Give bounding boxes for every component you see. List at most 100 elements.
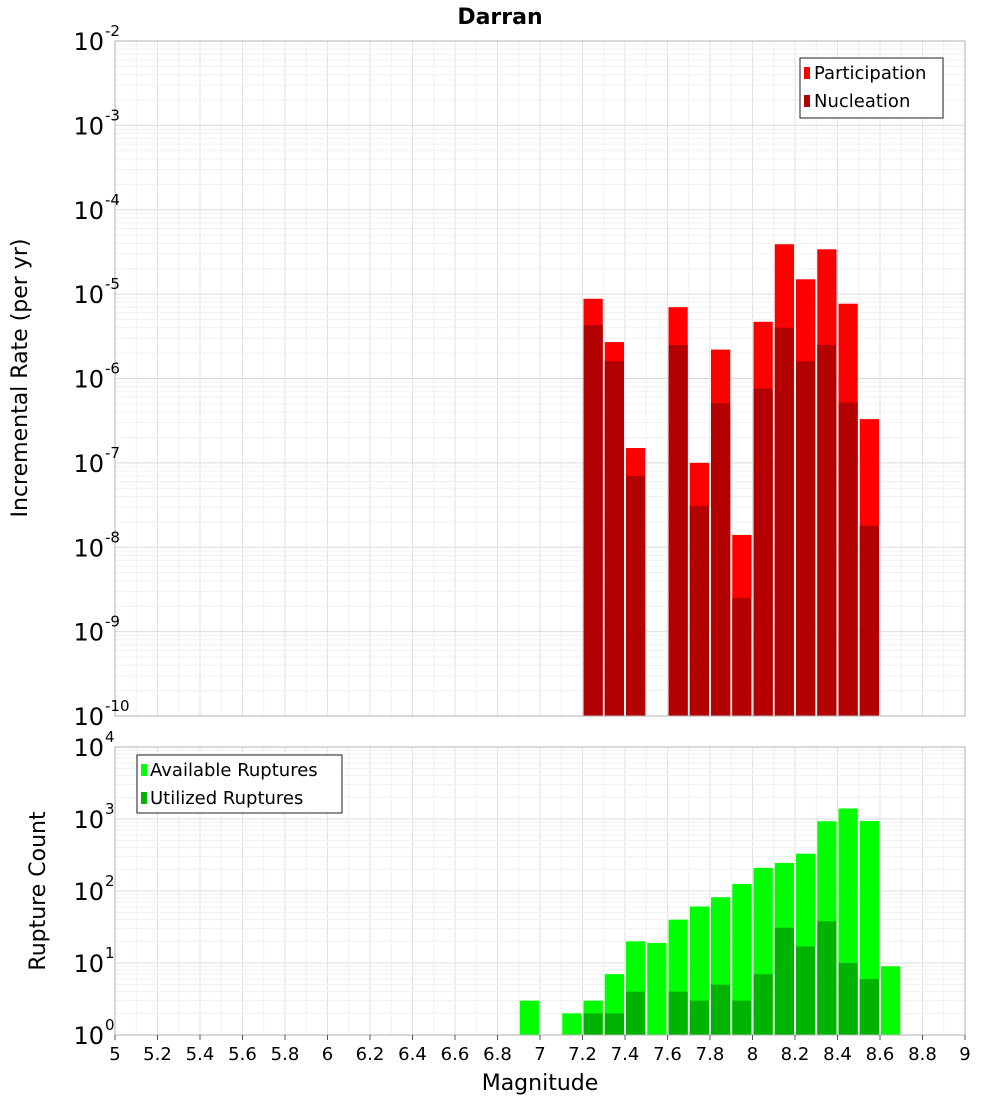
bar-utilized-ruptures: [753, 974, 773, 1035]
x-tick-label: 8.6: [866, 1044, 895, 1065]
x-tick-label: 5.8: [271, 1044, 300, 1065]
bar-utilized-ruptures: [732, 1000, 752, 1035]
bottom-legend-box: [136, 754, 343, 814]
bar-nucleation: [689, 505, 709, 716]
bar-utilized-ruptures: [583, 1013, 603, 1035]
bar-nucleation: [583, 325, 603, 716]
x-tick-label: 5.6: [228, 1044, 257, 1065]
bar-utilized-ruptures: [626, 991, 646, 1035]
bar-utilized-ruptures: [859, 978, 879, 1035]
bar-utilized-ruptures: [689, 1000, 709, 1035]
x-tick-label: 5.4: [186, 1044, 215, 1065]
y-tick-label: 10: [73, 197, 104, 225]
legend-label-available-ruptures: Available Ruptures: [150, 760, 318, 781]
x-tick-label: 9: [959, 1044, 970, 1065]
y-tick-label: 10: [73, 534, 104, 562]
legend-swatch-available-ruptures: [141, 764, 147, 776]
bar-available-ruptures: [732, 884, 752, 1035]
bar-nucleation: [668, 344, 688, 716]
y-tick-exponent: -3: [105, 106, 120, 124]
y-tick-exponent: -4: [105, 191, 120, 209]
y-tick-exponent: 2: [105, 872, 115, 890]
bar-utilized-ruptures: [604, 1013, 624, 1035]
bar-utilized-ruptures: [774, 927, 794, 1035]
bar-utilized-ruptures: [817, 921, 837, 1035]
x-tick-label: 8.2: [781, 1044, 810, 1065]
bar-nucleation: [859, 525, 879, 716]
y-tick-label: 10: [73, 878, 104, 906]
bar-utilized-ruptures: [796, 946, 816, 1035]
bar-utilized-ruptures: [838, 963, 858, 1035]
bar-utilized-ruptures: [711, 984, 731, 1035]
bar-available-ruptures: [647, 942, 667, 1035]
top-legend: Participation Nucleation: [799, 57, 944, 119]
top-bars: [583, 244, 879, 717]
y-tick-exponent: 1: [105, 944, 115, 962]
y-tick-label: 10: [73, 281, 104, 309]
y-tick-exponent: -9: [105, 613, 120, 631]
y-tick-label: 10: [73, 950, 104, 978]
top-plot-border: [114, 40, 966, 717]
x-tick-label: 7: [534, 1044, 545, 1065]
x-tick-label: 6.8: [483, 1044, 512, 1065]
legend-label-utilized-ruptures: Utilized Ruptures: [150, 788, 303, 809]
x-tick-label: 8: [747, 1044, 758, 1065]
y-tick-exponent: -6: [105, 360, 120, 378]
legend-swatch-utilized-ruptures: [141, 792, 147, 804]
bar-nucleation: [626, 475, 646, 716]
x-axis-label: Magnitude: [482, 1071, 599, 1096]
y-tick-exponent: -7: [105, 444, 120, 462]
y-tick-label: 10: [73, 703, 104, 731]
y-tick-label: 10: [73, 450, 104, 478]
bottom-bars: [519, 808, 901, 1035]
y-tick-label: 10: [73, 734, 104, 762]
y-tick-exponent: -8: [105, 528, 120, 546]
y-tick-label: 10: [73, 806, 104, 834]
x-tick-label: 7.2: [568, 1044, 597, 1065]
chart-title: Darran: [457, 5, 542, 30]
y-tick-label: 10: [73, 28, 104, 56]
bar-nucleation: [796, 361, 816, 716]
bar-nucleation: [774, 327, 794, 716]
legend-swatch-participation: [804, 67, 810, 79]
x-tick-labels: 5 5.2 5.4 5.6 5.8 6 6.2 6.4 6.6 6.8 7 7.2 7.4 7.6 7.8 8…: [109, 1035, 971, 1065]
legend-swatch-nucleation: [804, 95, 810, 107]
bar-nucleation: [732, 598, 752, 716]
y-tick-label: 10: [73, 1022, 104, 1050]
x-tick-label: 7.8: [696, 1044, 725, 1065]
y-tick-exponent: 3: [105, 800, 115, 818]
x-tick-label: 8.8: [908, 1044, 937, 1065]
bottom-y-axis-label: Rupture Count: [26, 811, 51, 971]
x-tick-label: 7.6: [653, 1044, 682, 1065]
bar-nucleation: [711, 403, 731, 716]
legend-label-participation: Participation: [814, 63, 926, 84]
x-tick-label: 8.4: [823, 1044, 852, 1065]
x-tick-label: 5.2: [143, 1044, 172, 1065]
top-grid: [114, 41, 966, 717]
bar-utilized-ruptures: [668, 991, 688, 1035]
y-tick-exponent: 0: [105, 1016, 115, 1034]
y-tick-exponent: -2: [105, 22, 120, 40]
x-tick-label: 6.2: [356, 1044, 385, 1065]
bar-nucleation: [604, 361, 624, 716]
y-tick-label: 10: [73, 112, 104, 140]
y-tick-label: 10: [73, 619, 104, 647]
bar-nucleation: [753, 388, 773, 716]
top-legend-box: [799, 57, 944, 119]
x-tick-label: 5: [109, 1044, 120, 1065]
legend-label-nucleation: Nucleation: [814, 91, 910, 112]
x-tick-label: 6: [322, 1044, 333, 1065]
x-tick-label: 7.4: [611, 1044, 640, 1065]
bar-available-ruptures: [881, 966, 901, 1035]
bottom-legend: Available Ruptures Utilized Ruptures: [136, 754, 343, 814]
x-tick-label: 6.6: [441, 1044, 470, 1065]
y-tick-exponent: -5: [105, 275, 120, 293]
bar-available-ruptures: [519, 1000, 539, 1035]
y-tick-exponent: 4: [105, 728, 115, 746]
bar-available-ruptures: [562, 1013, 582, 1035]
top-y-axis-label: Incremental Rate (per yr): [8, 239, 33, 518]
